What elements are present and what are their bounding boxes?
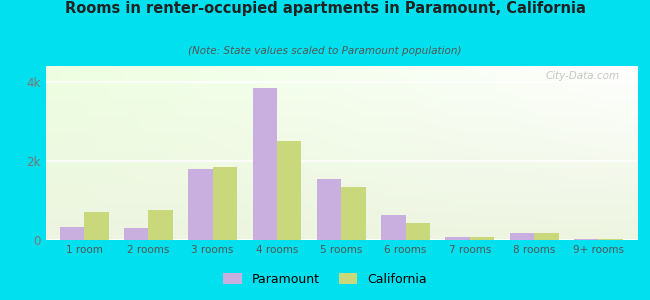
- Bar: [213, 167, 237, 240]
- Bar: [599, 239, 623, 240]
- Bar: [277, 141, 302, 240]
- Bar: [470, 237, 494, 240]
- Bar: [60, 227, 84, 240]
- Bar: [148, 210, 173, 240]
- Text: Rooms in renter-occupied apartments in Paramount, California: Rooms in renter-occupied apartments in P…: [64, 2, 586, 16]
- Bar: [445, 237, 470, 240]
- Bar: [188, 169, 213, 240]
- Text: (Note: State values scaled to Paramount population): (Note: State values scaled to Paramount …: [188, 46, 462, 56]
- Bar: [406, 223, 430, 240]
- Bar: [341, 187, 366, 240]
- Bar: [510, 233, 534, 240]
- Bar: [253, 88, 277, 240]
- Text: City-Data.com: City-Data.com: [545, 71, 619, 81]
- Bar: [381, 215, 406, 240]
- Bar: [534, 233, 558, 240]
- Bar: [317, 179, 341, 240]
- Bar: [574, 239, 599, 240]
- Bar: [84, 212, 109, 240]
- Legend: Paramount, California: Paramount, California: [218, 268, 432, 291]
- Bar: [124, 228, 148, 240]
